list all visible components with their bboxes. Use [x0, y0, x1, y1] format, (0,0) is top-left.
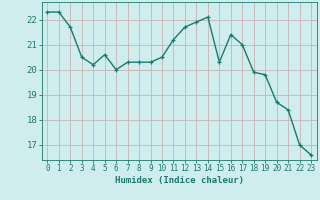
X-axis label: Humidex (Indice chaleur): Humidex (Indice chaleur) [115, 176, 244, 185]
